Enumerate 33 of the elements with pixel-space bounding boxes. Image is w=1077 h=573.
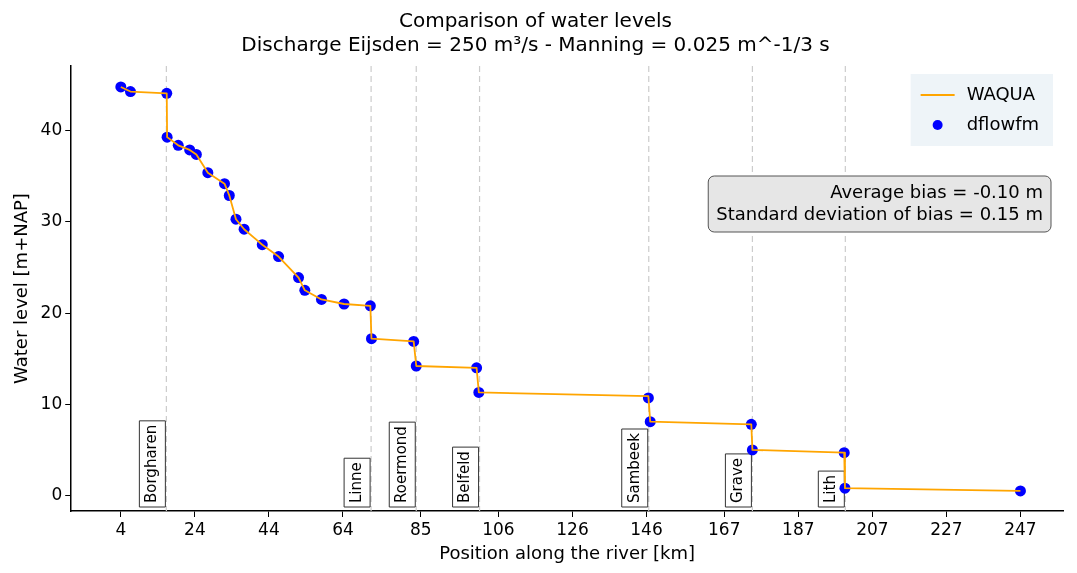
y-tick-label: 0 xyxy=(51,483,63,504)
x-tick-label: 44 xyxy=(258,518,280,539)
ref-line-label: Belfeld xyxy=(455,451,474,503)
annotation: Standard deviation of bias = 0.15 m xyxy=(716,202,1043,224)
x-tick-label: 227 xyxy=(930,518,963,539)
y-tick-label: 40 xyxy=(40,119,63,140)
ref-line-label: Borgharen xyxy=(142,424,161,503)
ref-line-label: Sambeek xyxy=(624,432,643,503)
x-tick-label: 24 xyxy=(184,518,206,539)
ref-line-label: Linne xyxy=(346,462,365,503)
ref-line-label: Roermond xyxy=(392,426,411,503)
x-tick-label: 126 xyxy=(556,518,589,539)
ref-line-label: Grave xyxy=(728,457,747,503)
y-tick-label: 30 xyxy=(40,210,63,231)
x-tick-label: 167 xyxy=(708,518,741,539)
x-tick-label: 4 xyxy=(115,518,127,539)
x-tick-label: 247 xyxy=(1004,518,1037,539)
ref-line-label: Lith xyxy=(821,475,840,503)
x-tick-label: 207 xyxy=(856,518,889,539)
x-tick-label: 106 xyxy=(482,518,515,539)
chart-subtitle: Discharge Eijsden = 250 m³/s - Manning = 0.025 m^-1/3 s xyxy=(241,32,830,57)
chart-title: Comparison of water levels xyxy=(398,8,673,33)
x-tick-label: 64 xyxy=(332,518,354,539)
x-tick-label: 146 xyxy=(630,518,663,539)
y-tick-label: 10 xyxy=(40,392,63,413)
annotation: Average bias = -0.10 m xyxy=(830,180,1043,202)
x-axis-title: Position along the river [km] xyxy=(439,541,696,563)
legend-label: dflowfm xyxy=(966,112,1040,134)
legend-label: WAQUA xyxy=(966,82,1036,104)
y-tick-label: 20 xyxy=(40,301,63,322)
x-tick-label: 187 xyxy=(782,518,815,539)
x-tick-label: 85 xyxy=(409,518,432,539)
y-axis-title: Water level [m+NAP] xyxy=(10,193,32,384)
